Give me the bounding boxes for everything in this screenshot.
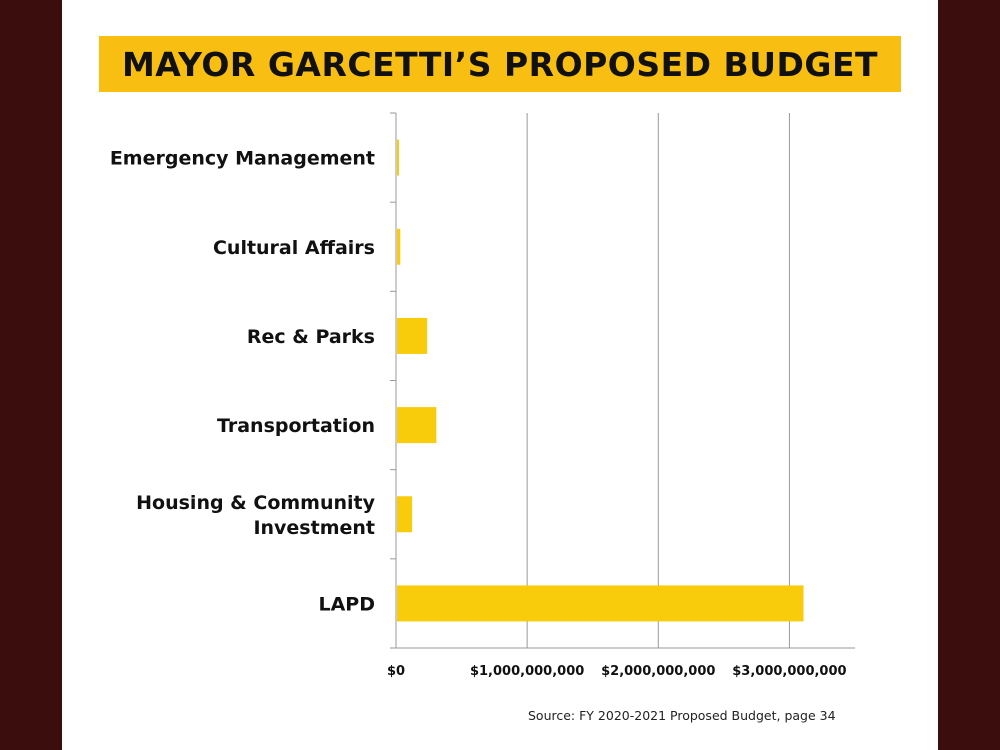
bar <box>397 317 428 354</box>
x-tick-label: $0 <box>387 664 405 679</box>
category-label-line: Transportation <box>217 415 375 437</box>
x-tick-label: $2,000,000,000 <box>601 664 715 679</box>
source-note: Source: FY 2020-2021 Proposed Budget, pa… <box>528 708 836 723</box>
category-label-line: Rec & Parks <box>247 326 375 348</box>
category-label-line: Housing & Community <box>136 492 375 514</box>
x-tick-label: $1,000,000,000 <box>470 664 584 679</box>
bar <box>397 585 804 622</box>
title-banner: MAYOR GARCETTI’S PROPOSED BUDGET <box>99 36 901 92</box>
category-label-line: Cultural Affairs <box>213 237 375 259</box>
bar <box>397 139 399 176</box>
chart-title: MAYOR GARCETTI’S PROPOSED BUDGET <box>121 44 879 84</box>
bar <box>397 228 401 265</box>
category-label-line: Emergency Management <box>110 148 375 170</box>
bar <box>397 496 413 533</box>
x-tick-label: $3,000,000,000 <box>732 664 846 679</box>
slide <box>62 0 938 750</box>
category-label: LAPD <box>318 593 375 615</box>
category-label: Housing & Community Investment <box>136 492 375 539</box>
category-label: Cultural Affairs <box>213 237 375 259</box>
bar <box>397 407 437 444</box>
category-label-line: Investment <box>253 517 375 539</box>
category-label: Emergency Management <box>110 148 375 170</box>
category-label: Rec & Parks <box>247 326 375 348</box>
category-label-line: LAPD <box>318 593 375 615</box>
category-label: Transportation <box>217 415 375 437</box>
